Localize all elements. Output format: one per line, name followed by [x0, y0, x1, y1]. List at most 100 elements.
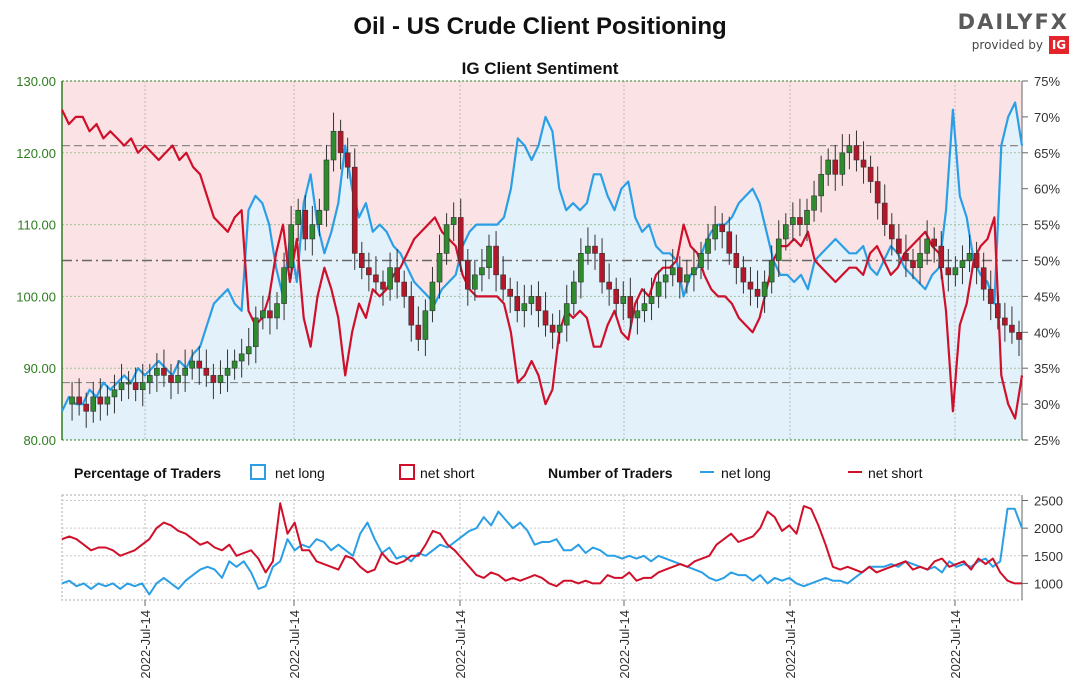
- candle-body: [514, 296, 521, 312]
- candle-body: [853, 145, 860, 161]
- candle-body: [655, 281, 662, 297]
- candle-body: [238, 353, 245, 362]
- candle-body: [578, 253, 584, 283]
- candle-body: [83, 403, 89, 412]
- candle-body: [104, 396, 111, 405]
- candle-body: [132, 382, 139, 391]
- sentiment-tick-label: 75%: [1034, 74, 1060, 89]
- candle-body: [189, 360, 195, 369]
- candle-body: [994, 303, 1001, 319]
- candle-body: [669, 267, 676, 276]
- candle-body: [747, 281, 754, 290]
- candle-body: [344, 152, 351, 168]
- legend-net-long-count: net long: [721, 465, 771, 481]
- count-tick-label: 2000: [1034, 521, 1063, 536]
- sentiment-tick-label: 30%: [1034, 397, 1060, 412]
- candle-body: [366, 267, 372, 276]
- candle-body: [90, 396, 97, 412]
- candle-body: [479, 267, 485, 276]
- sentiment-tick-label: 50%: [1034, 254, 1060, 269]
- candle-body: [860, 159, 867, 168]
- candle-body: [535, 296, 542, 312]
- chart-title: Oil - US Crude Client Positioning: [353, 13, 726, 40]
- candle-body: [415, 324, 422, 340]
- candle-body: [1009, 324, 1015, 333]
- candle-body: [846, 145, 853, 154]
- candle-body: [111, 389, 118, 398]
- candle-body: [924, 238, 930, 254]
- candle-body: [549, 324, 556, 333]
- candle-body: [507, 288, 514, 297]
- candle-body: [952, 267, 959, 276]
- candle-body: [987, 288, 994, 304]
- candle-body: [888, 224, 895, 240]
- candle-body: [351, 166, 358, 254]
- candle-body: [740, 267, 747, 283]
- candle-body: [267, 310, 273, 319]
- brand-name: DAILYFX: [957, 10, 1069, 34]
- sentiment-tick-label: 25%: [1034, 433, 1060, 448]
- candle-body: [168, 375, 174, 383]
- candle-body: [224, 367, 231, 376]
- sentiment-tick-label: 65%: [1034, 146, 1060, 161]
- chart-subtitle: IG Client Sentiment: [462, 59, 619, 78]
- candle-body: [76, 396, 82, 405]
- candle-body: [634, 310, 641, 319]
- candle-body: [373, 274, 379, 283]
- candle-body: [274, 303, 280, 319]
- candle-body: [288, 224, 294, 268]
- candle-body: [210, 375, 217, 383]
- candle-body: [493, 245, 499, 276]
- candle-body: [775, 238, 782, 261]
- candle-body: [825, 159, 832, 175]
- candle-body: [945, 267, 952, 276]
- net-long-pct-line: [61, 101, 1024, 412]
- candle-body: [337, 130, 344, 154]
- legend-group1-title: Percentage of Traders: [74, 465, 221, 481]
- candle-body: [316, 209, 323, 225]
- candle-body: [980, 267, 987, 290]
- candle-body: [401, 281, 408, 297]
- x-tick-label: 2022-Jul-14: [287, 610, 302, 679]
- candle-body: [938, 245, 945, 268]
- candle-body: [585, 245, 591, 254]
- candle-body: [959, 260, 966, 268]
- candle-body: [182, 367, 188, 376]
- candle-body: [542, 310, 549, 326]
- candle-body: [754, 288, 761, 297]
- candle-body: [726, 231, 733, 254]
- candle-body: [761, 281, 768, 297]
- candle-body: [662, 274, 669, 283]
- x-tick-label: 2022-Jul-14: [783, 610, 798, 679]
- candle-body: [719, 224, 726, 233]
- candle-body: [118, 382, 125, 391]
- candle-body: [97, 396, 104, 405]
- candle-body: [464, 260, 471, 290]
- candle-body: [797, 217, 803, 225]
- candle-body: [380, 281, 386, 290]
- legend-net-short-pct: net short: [420, 465, 475, 481]
- count-tick-label: 1500: [1034, 549, 1063, 564]
- candle-body: [422, 310, 429, 340]
- net-short-pct-line: [61, 109, 1024, 420]
- candle-body: [839, 152, 846, 175]
- candle-body: [910, 260, 916, 268]
- count-tick-label: 2500: [1034, 494, 1063, 509]
- sentiment-tick-label: 35%: [1034, 361, 1060, 376]
- candle-body: [387, 267, 393, 290]
- candle-body: [457, 217, 464, 261]
- candle-body: [818, 174, 824, 197]
- sentiment-tick-label: 40%: [1034, 325, 1060, 340]
- candle-body: [521, 303, 528, 312]
- count-tick-label: 1000: [1034, 576, 1063, 591]
- candle-body: [302, 209, 309, 240]
- candle-body: [648, 296, 655, 304]
- candle-body: [443, 224, 450, 254]
- x-tick-label: 2022-Jul-14: [138, 610, 153, 679]
- candle-body: [245, 346, 252, 355]
- candle-body: [705, 238, 711, 254]
- candle-body: [563, 303, 570, 326]
- candle-body: [627, 296, 634, 319]
- candle-body: [429, 281, 436, 312]
